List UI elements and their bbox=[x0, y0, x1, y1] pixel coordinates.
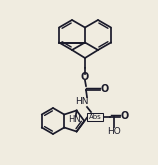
Text: HN: HN bbox=[75, 98, 89, 106]
Text: HN: HN bbox=[68, 115, 81, 124]
Text: O: O bbox=[101, 84, 109, 94]
Text: O: O bbox=[81, 72, 89, 82]
Text: O: O bbox=[121, 111, 129, 121]
Text: HO: HO bbox=[107, 128, 121, 136]
Text: Abs: Abs bbox=[89, 114, 101, 120]
